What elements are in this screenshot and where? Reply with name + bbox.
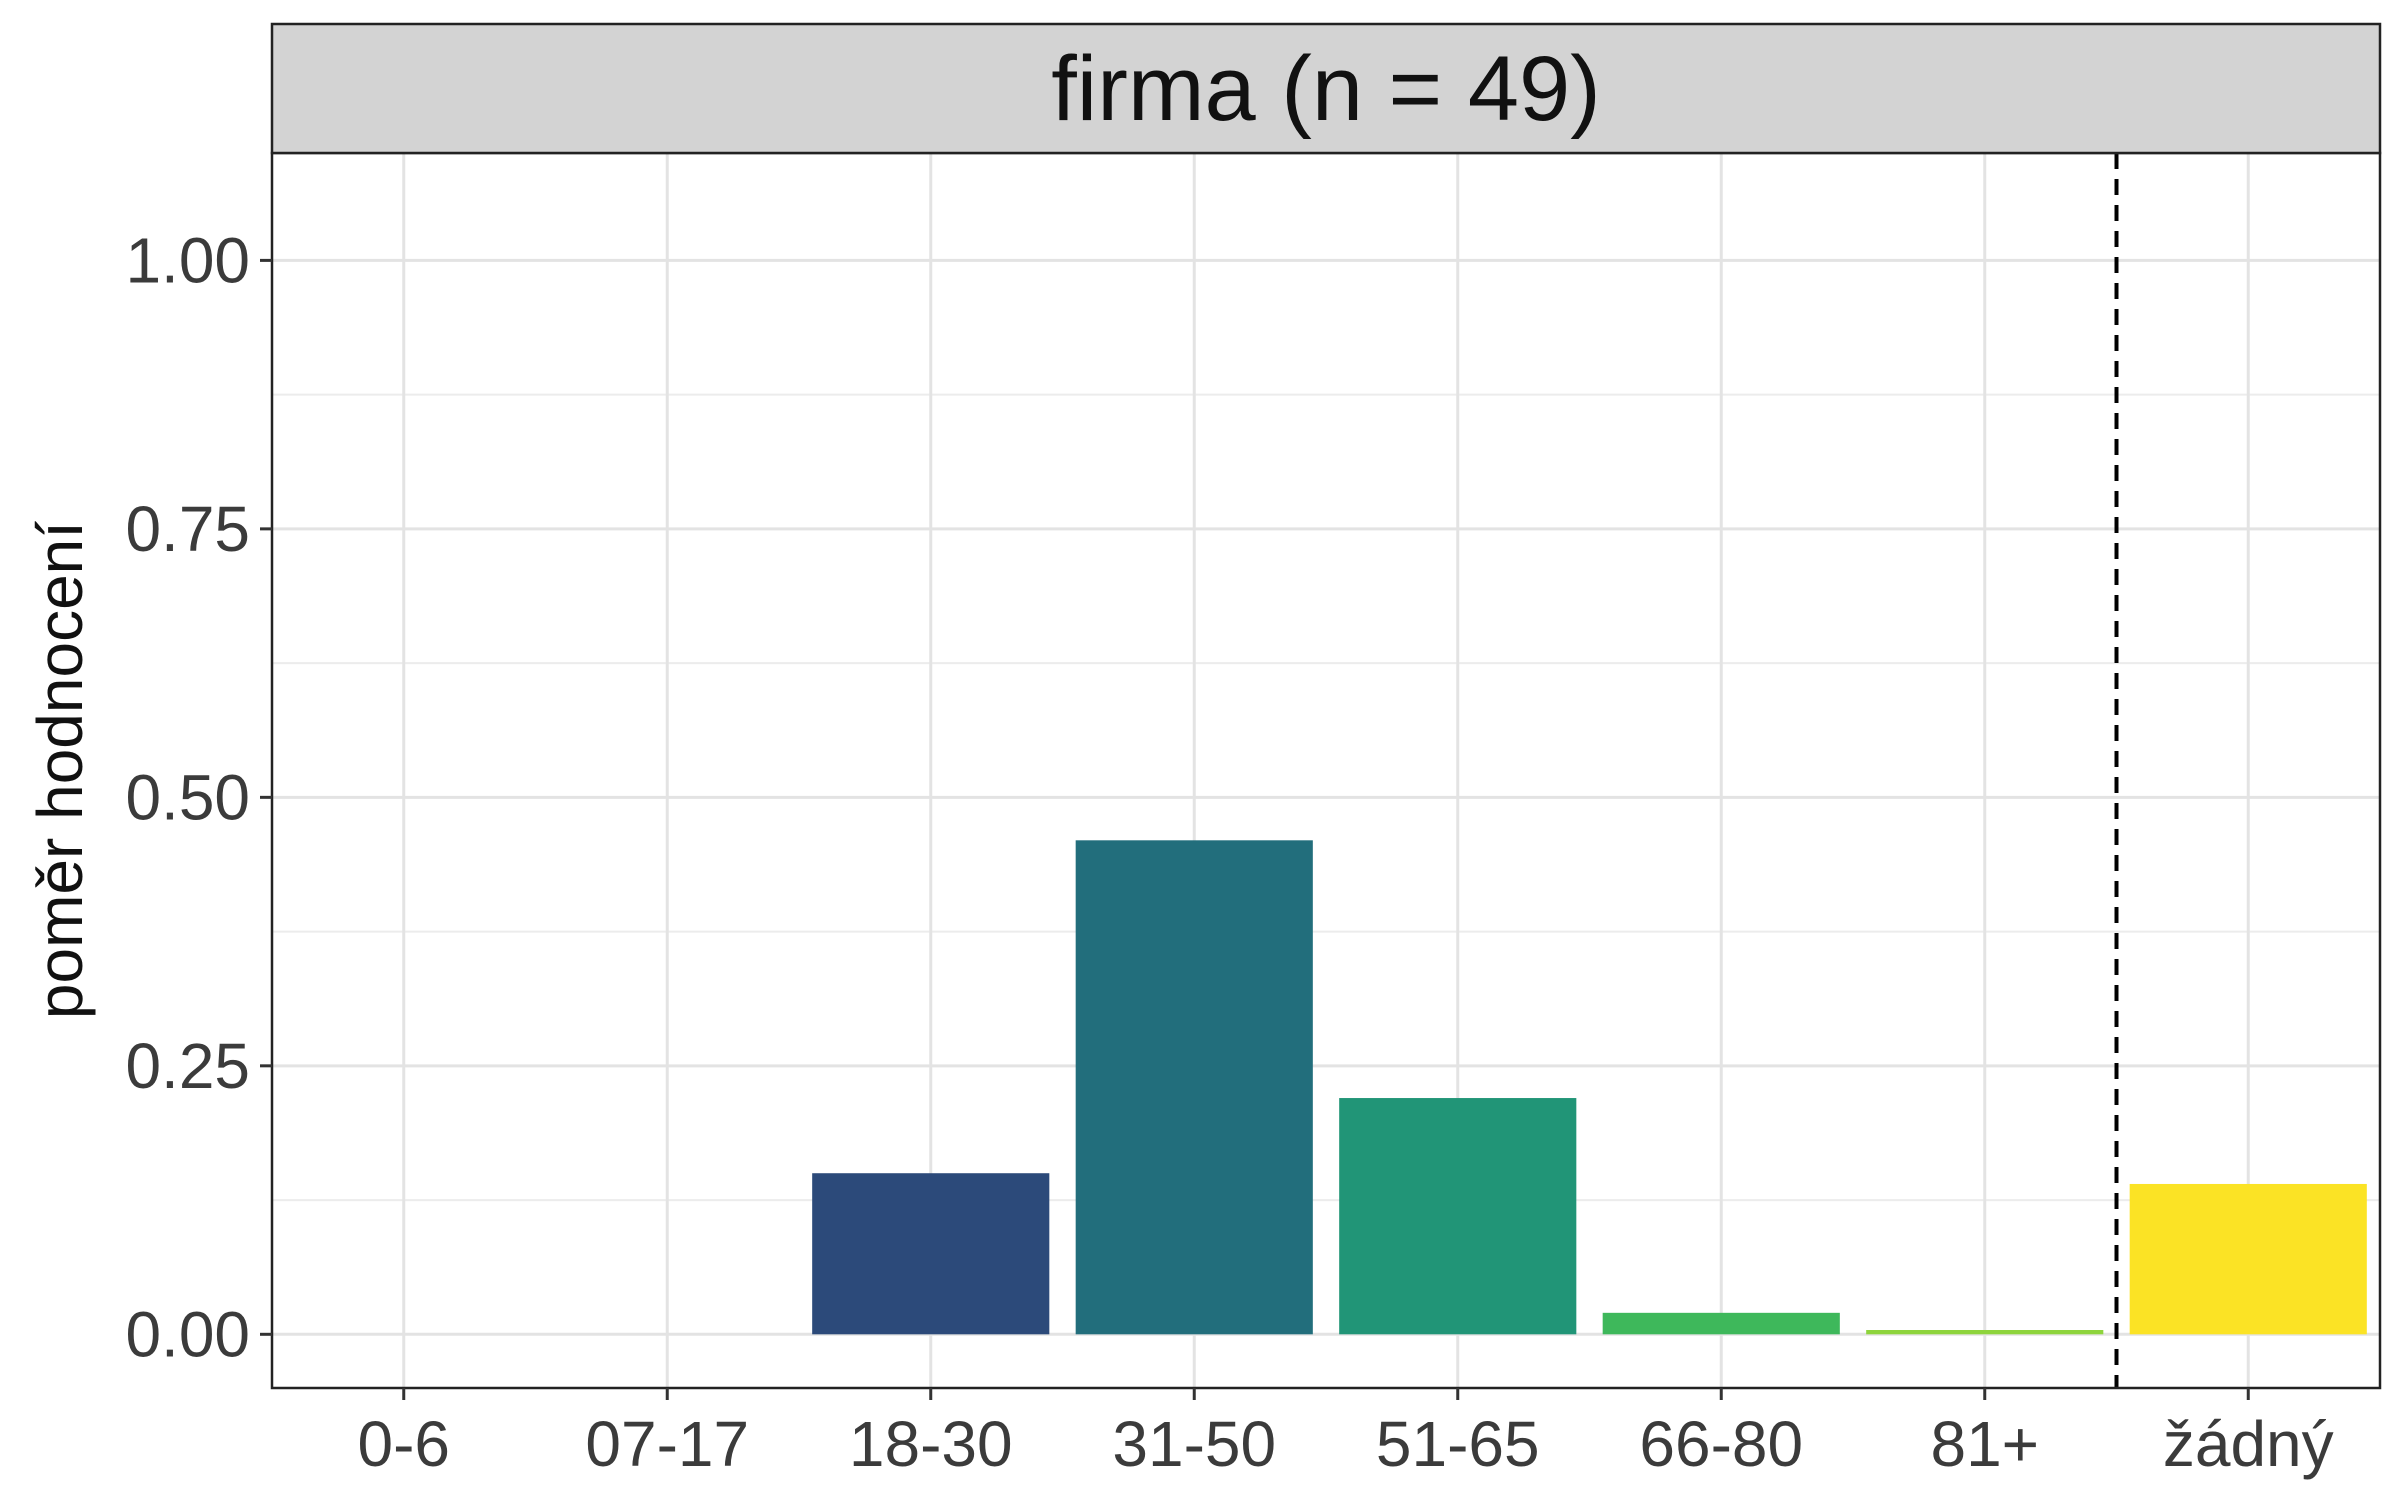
bar-18-30 [812, 1173, 1050, 1335]
y-tick-label: 1.00 [125, 224, 250, 296]
x-tick-label: 31-50 [1112, 1408, 1276, 1480]
bar-81+ [1866, 1330, 2104, 1335]
facet-title: firma (n = 49) [1051, 38, 1601, 140]
y-tick-label: 0.25 [125, 1030, 250, 1102]
bar-51-65 [1339, 1098, 1577, 1335]
grid-minor [272, 393, 2380, 1202]
x-tick-label: 0-6 [358, 1408, 451, 1480]
y-tick-label: 0.75 [125, 493, 250, 565]
y-tick-label: 0.00 [125, 1298, 250, 1370]
x-tick-label: 81+ [1930, 1408, 2039, 1480]
bar-žádný [2129, 1183, 2367, 1335]
y-axis-title: poměr hodnocení [24, 521, 96, 1019]
y-tick-label: 0.50 [125, 761, 250, 833]
plot-background [272, 153, 2380, 1388]
bar-66-80 [1602, 1312, 1840, 1335]
x-tick-label: žádný [2163, 1408, 2334, 1480]
x-tick-label: 51-65 [1376, 1408, 1540, 1480]
x-tick-label: 18-30 [849, 1408, 1013, 1480]
x-tick-label: 66-80 [1639, 1408, 1803, 1480]
x-axis: 0-6 07-17 18-30 31-50 51-65 66-80 81+ žádný [358, 1388, 2334, 1480]
bars [812, 840, 2367, 1335]
facet-strip [270, 22, 2382, 155]
x-tick-label: 07-17 [585, 1408, 749, 1480]
y-axis: 0.00 0.25 0.50 0.75 1.00 [125, 224, 272, 1370]
bar-31-50 [1075, 840, 1313, 1335]
